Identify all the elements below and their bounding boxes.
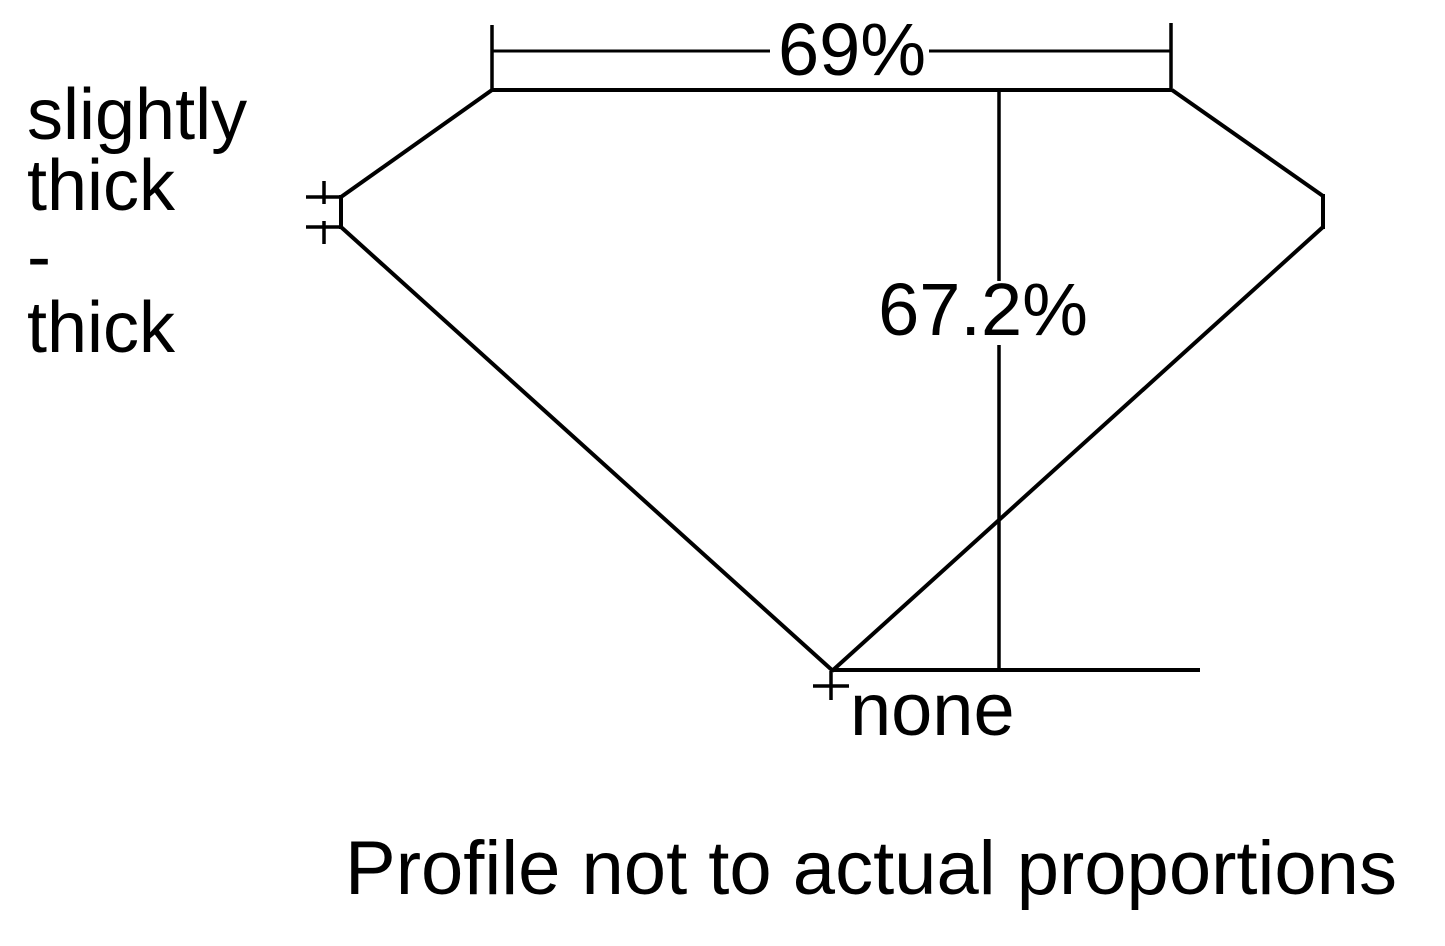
- table-width-percent-label: 69%: [777, 8, 927, 91]
- depth-percent-label: 67.2%: [878, 268, 1088, 351]
- pavilion-facet-left: [339, 225, 835, 673]
- girdle-thickness-line-2: thick: [27, 146, 176, 226]
- girdle-thickness-line-4: thick: [27, 288, 176, 368]
- footnote-text: Profile not to actual proportions: [345, 826, 1397, 911]
- crown-bezel-right: [1170, 88, 1325, 198]
- girdle-thickness-line-1: slightly: [27, 75, 248, 155]
- crown-bezel-left: [339, 88, 494, 199]
- girdle-thickness-line-3: -: [27, 217, 51, 297]
- culet-size-label: none: [850, 668, 1015, 751]
- pavilion-facet-right: [830, 225, 1325, 673]
- girdle-thickness-label: slightly thick - thick: [27, 75, 248, 368]
